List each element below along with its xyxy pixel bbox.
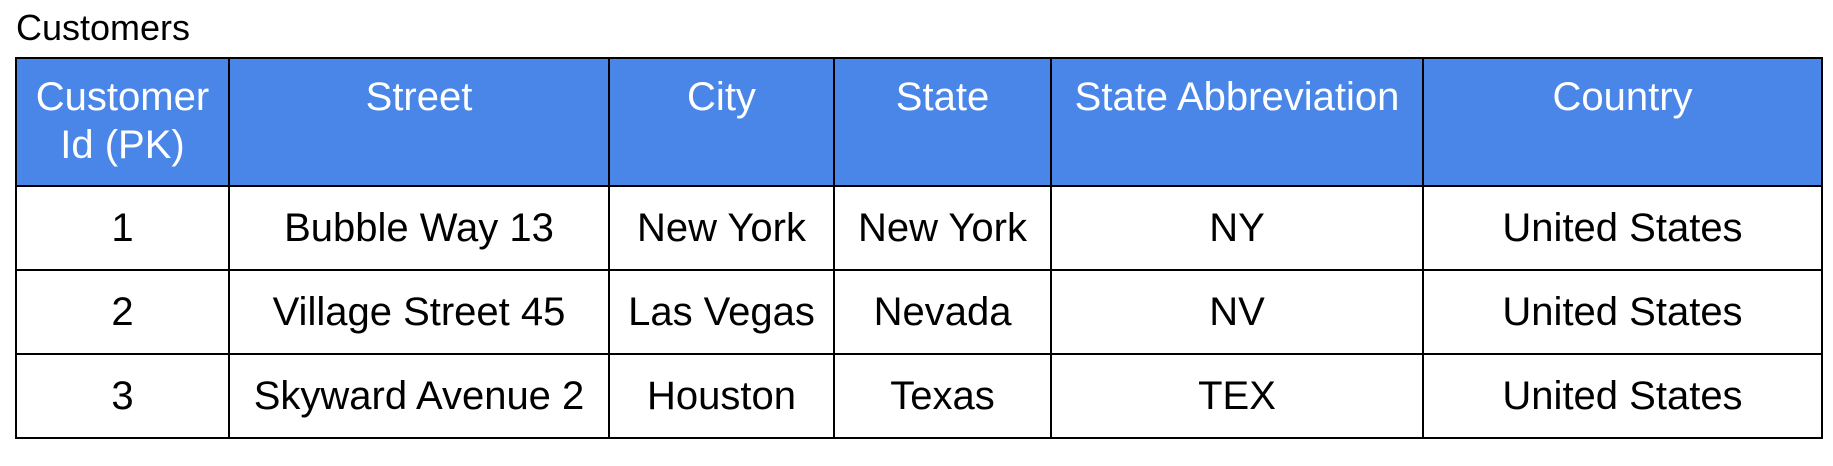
cell-state: Nevada — [833, 269, 1052, 355]
cell-state-abbreviation: TEX — [1050, 353, 1424, 439]
cell-customer-id: 3 — [15, 353, 230, 439]
table-header: Customer Id (PK) Street City State State… — [15, 57, 1823, 187]
cell-customer-id: 2 — [15, 269, 230, 355]
column-header-state-abbreviation: State Abbreviation — [1050, 57, 1424, 187]
table-row: 1 Bubble Way 13 New York New York NY Uni… — [15, 185, 1823, 271]
column-header-state: State — [833, 57, 1052, 187]
cell-city: New York — [608, 185, 835, 271]
column-header-city: City — [608, 57, 835, 187]
cell-city: Houston — [608, 353, 835, 439]
cell-state-abbreviation: NV — [1050, 269, 1424, 355]
cell-state: Texas — [833, 353, 1052, 439]
cell-country: United States — [1422, 185, 1823, 271]
table-row: 3 Skyward Avenue 2 Houston Texas TEX Uni… — [15, 353, 1823, 439]
cell-city: Las Vegas — [608, 269, 835, 355]
cell-state: New York — [833, 185, 1052, 271]
header-row: Customer Id (PK) Street City State State… — [15, 57, 1823, 187]
column-header-customer-id: Customer Id (PK) — [15, 57, 230, 187]
cell-country: United States — [1422, 353, 1823, 439]
table-row: 2 Village Street 45 Las Vegas Nevada NV … — [15, 269, 1823, 355]
cell-country: United States — [1422, 269, 1823, 355]
cell-customer-id: 1 — [15, 185, 230, 271]
table-body: 1 Bubble Way 13 New York New York NY Uni… — [15, 185, 1823, 439]
column-header-country: Country — [1422, 57, 1823, 187]
customers-table: Customer Id (PK) Street City State State… — [15, 57, 1823, 439]
column-header-street: Street — [228, 57, 610, 187]
cell-state-abbreviation: NY — [1050, 185, 1424, 271]
table-caption: Customers — [16, 7, 191, 48]
cell-street: Village Street 45 — [228, 269, 610, 355]
cell-street: Bubble Way 13 — [228, 185, 610, 271]
cell-street: Skyward Avenue 2 — [228, 353, 610, 439]
